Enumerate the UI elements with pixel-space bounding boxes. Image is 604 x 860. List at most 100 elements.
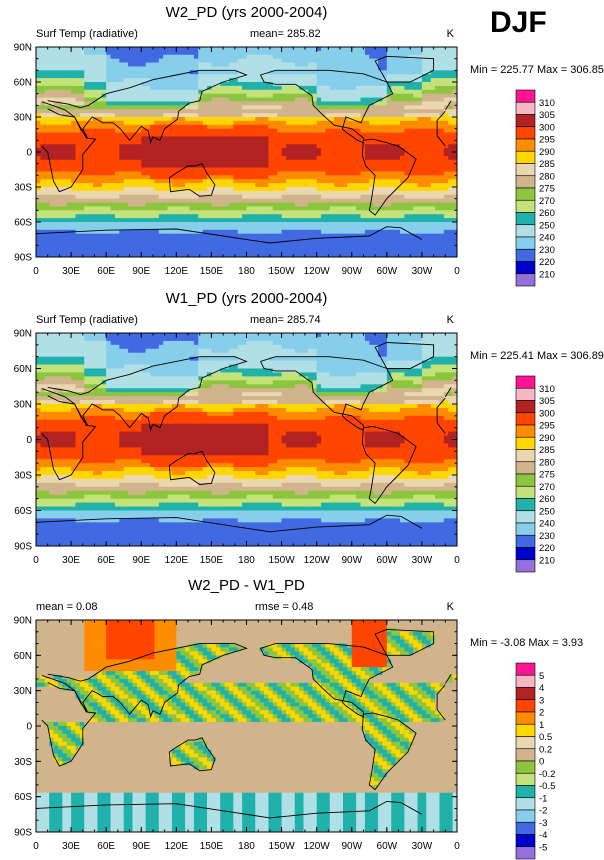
field-cell [137, 117, 142, 121]
field-cell [198, 59, 203, 63]
field-cell [185, 113, 190, 117]
field-cell [282, 105, 287, 109]
field-cell [233, 171, 238, 175]
field-cell [189, 117, 194, 121]
field-cell [137, 136, 142, 140]
field-cell [106, 59, 111, 63]
field-cell [146, 94, 151, 98]
field-cell [198, 86, 203, 90]
field-cell [334, 98, 339, 102]
field-cell [413, 59, 418, 63]
field-cell [299, 160, 304, 164]
field-cell [409, 133, 414, 137]
field-cell [49, 51, 54, 55]
field-cell [426, 105, 431, 109]
field-cell [54, 133, 59, 137]
field-cell [207, 129, 212, 133]
field-cell [418, 168, 423, 172]
field-cell [378, 117, 383, 121]
field-cell [255, 63, 260, 67]
field-cell [154, 47, 159, 51]
field-cell [176, 59, 181, 63]
field-cell [286, 90, 291, 94]
field-cell [448, 70, 453, 74]
field-cell [62, 140, 67, 144]
field-cell [352, 144, 357, 148]
field-cell [49, 156, 54, 160]
field-cell [374, 148, 379, 152]
field-cell [141, 59, 146, 63]
field-cell [233, 117, 238, 121]
field-cell [413, 140, 418, 144]
field-cell [330, 55, 335, 59]
field-cell [312, 70, 317, 74]
field-cell [334, 160, 339, 164]
field-cell [54, 129, 59, 133]
field-cell [369, 148, 374, 152]
field-cell [89, 156, 94, 160]
field-cell [330, 113, 335, 117]
field-cell [330, 133, 335, 137]
field-cell [330, 47, 335, 51]
field-cell [84, 113, 89, 117]
field-cell [71, 148, 76, 152]
field-cell [317, 164, 322, 168]
field-cell [225, 168, 230, 172]
field-cell [238, 105, 243, 109]
field-cell [242, 82, 247, 86]
field-cell [124, 171, 129, 175]
field-cell [242, 117, 247, 121]
field-cell [71, 78, 76, 82]
field-cell [396, 109, 401, 113]
field-cell [154, 90, 159, 94]
field-cell [352, 148, 357, 152]
field-cell [286, 160, 291, 164]
field-cell [251, 101, 256, 105]
field-cell [181, 90, 186, 94]
field-cell [115, 140, 120, 144]
field-cell [128, 51, 133, 55]
field-cell [273, 171, 278, 175]
field-cell [203, 78, 208, 82]
field-cell [207, 148, 212, 152]
field-cell [247, 144, 252, 148]
field-cell [339, 121, 344, 125]
field-cell [334, 129, 339, 133]
field-cell [45, 55, 50, 59]
field-cell [146, 117, 151, 121]
field-cell [163, 156, 168, 160]
field-cell [286, 55, 291, 59]
panel-title: W2_PD (yrs 2000-2004) [166, 4, 328, 21]
field-cell [409, 144, 414, 148]
field-cell [413, 51, 418, 55]
field-cell [185, 47, 190, 51]
field-cell [413, 133, 418, 137]
field-cell [299, 140, 304, 144]
field-cell [435, 90, 440, 94]
field-cell [62, 148, 67, 152]
field-cell [54, 121, 59, 125]
field-cell [40, 109, 45, 113]
field-cell [426, 78, 431, 82]
field-cell [264, 51, 269, 55]
field-cell [36, 47, 41, 51]
field-cell [317, 101, 322, 105]
field-cell [295, 125, 300, 129]
field-cell [233, 156, 238, 160]
field-cell [422, 121, 427, 125]
field-cell [426, 133, 431, 137]
field-cell [106, 140, 111, 144]
field-cell [58, 156, 63, 160]
field-cell [334, 140, 339, 144]
field-cell [387, 144, 392, 148]
field-cell [290, 109, 295, 113]
field-cell [413, 144, 418, 148]
field-cell [439, 59, 444, 63]
field-cell [439, 133, 444, 137]
field-cell [382, 164, 387, 168]
field-cell [225, 136, 230, 140]
field-cell [141, 98, 146, 102]
field-cell [290, 94, 295, 98]
field-cell [444, 156, 449, 160]
field-cell [111, 63, 116, 67]
